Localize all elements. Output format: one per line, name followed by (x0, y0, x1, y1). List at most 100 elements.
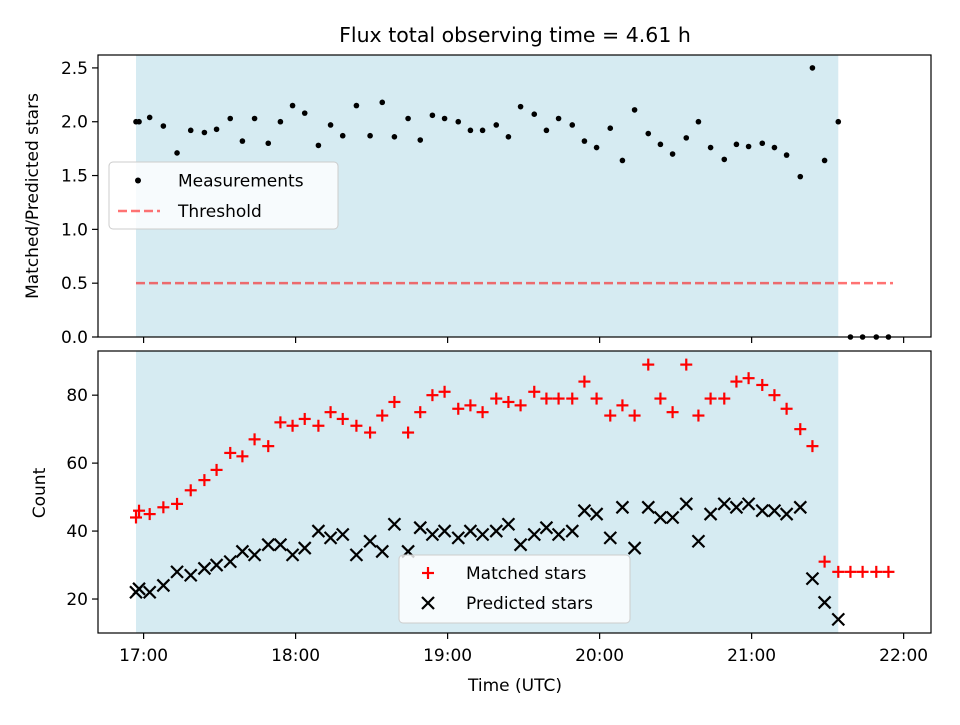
matched-star-point (248, 433, 261, 446)
predicted-star-point (755, 503, 770, 518)
measurement-point (391, 134, 398, 140)
matched-star-point (566, 392, 579, 405)
bottom-axes-frame (97, 350, 932, 634)
matched-star-point (578, 375, 591, 388)
matched-star-point (490, 392, 503, 405)
predicted-star-point (425, 527, 440, 542)
predicted-star-point (463, 524, 478, 538)
measurement-point (339, 132, 346, 139)
matched-star-point (274, 416, 287, 429)
legend-measurements-label: Measurements (178, 172, 304, 192)
star-count-points (129, 358, 895, 627)
matched-star-point (628, 409, 641, 422)
measurement-point (187, 127, 194, 134)
matched-star-point (210, 463, 223, 476)
predicted-star-point (273, 537, 288, 552)
measurement-point (136, 118, 142, 125)
matched-star-point (818, 555, 831, 568)
matched-star-point (143, 508, 156, 521)
measurement-point (405, 115, 411, 122)
matched-star-point (882, 565, 895, 578)
measurement-point (721, 156, 728, 163)
measurement-point (683, 135, 690, 141)
matched-star-point (198, 474, 211, 487)
predicted-star-point (805, 571, 820, 586)
matched-star-point (704, 392, 717, 405)
bottom-legend: Matched stars Predicted stars (398, 554, 631, 624)
bottom-y-axis-label: Count (30, 467, 50, 518)
matched-star-point (692, 409, 705, 422)
matched-star-point (438, 385, 451, 398)
predicted-star-point (691, 534, 706, 549)
measurement-point (239, 138, 246, 144)
top-y-tick-label: 1.0 (61, 220, 88, 240)
measurement-point (783, 152, 790, 158)
measurement-point (479, 127, 486, 134)
matched-star-point (856, 565, 869, 578)
predicted-star-point (170, 565, 184, 579)
measurement-point (327, 122, 334, 128)
top-y-tick-label: 0.0 (61, 328, 88, 348)
measurement-point (441, 115, 448, 122)
bottom-x-tick-label: 20:00 (575, 646, 624, 666)
matched-star-point (388, 395, 401, 408)
bottom-x-tick-label: 22:00 (879, 646, 928, 666)
predicted-star-point (539, 520, 554, 535)
bottom-x-tick-label: 17:00 (119, 646, 168, 666)
matched-star-point (666, 406, 679, 419)
predicted-star-point (577, 503, 592, 518)
matched-star-point (464, 399, 477, 412)
measurement-point (759, 140, 766, 147)
measurement-point (429, 112, 436, 119)
measurement-point (631, 107, 638, 113)
measurement-point (417, 137, 424, 143)
matched-star-point (590, 392, 603, 405)
measurement-point (695, 118, 702, 125)
predicted-star-point (779, 507, 794, 521)
measurement-point (835, 118, 842, 125)
legend-predicted-label: Predicted stars (466, 594, 593, 614)
predicted-star-point (527, 527, 542, 542)
bottom-x-ticks: 17:00 18:00 19:00 20:00 21:00 22:00 (119, 633, 928, 666)
measurement-point (277, 118, 284, 125)
predicted-star-point (627, 541, 642, 555)
predicted-star-point (729, 500, 744, 515)
measurement-points (133, 65, 892, 340)
bottom-legend-box (398, 554, 631, 624)
predicted-star-point (501, 517, 516, 532)
predicted-star-point (235, 544, 250, 559)
matched-star-point (654, 392, 667, 405)
matched-star-point (157, 501, 170, 514)
measurement-point (733, 141, 740, 148)
predicted-star-point (641, 500, 656, 515)
measurement-point (531, 111, 538, 117)
matched-star-point (832, 565, 845, 578)
predicted-star-point (223, 554, 238, 569)
measurement-point (146, 114, 153, 121)
matched-star-point (844, 565, 857, 578)
predicted-star-point (335, 527, 350, 542)
matched-star-point (312, 419, 325, 432)
matched-star-point (794, 423, 807, 436)
bottom-y-tick-label: 80 (66, 386, 88, 406)
top-legend-box (108, 161, 339, 230)
predicted-star-point (285, 548, 300, 562)
predicted-star-point (183, 568, 198, 583)
measurement-point (301, 110, 308, 116)
measurement-point (607, 125, 614, 131)
measurement-point (669, 151, 676, 157)
measurement-point (315, 142, 322, 149)
measurement-point (517, 103, 524, 110)
bottom-x-tick-label: 21:00 (727, 646, 776, 666)
bottom-y-tick-label: 60 (66, 454, 88, 474)
bottom-x-tick-label: 19:00 (423, 646, 472, 666)
predicted-star-point (703, 507, 718, 521)
matched-star-point (426, 389, 439, 402)
predicted-star-point (603, 531, 618, 545)
measurement-point (227, 115, 234, 122)
predicted-star-point (323, 531, 338, 545)
predicted-star-point (247, 548, 262, 562)
measurement-point (353, 102, 360, 109)
